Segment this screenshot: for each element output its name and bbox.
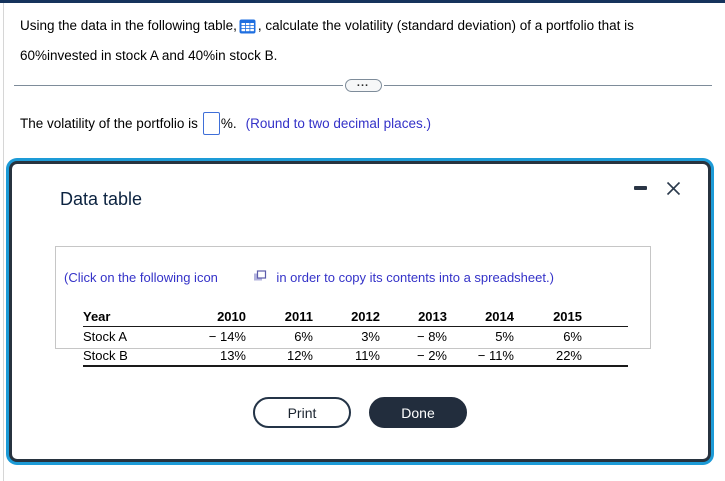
cell: 11% bbox=[313, 346, 380, 367]
rounding-hint: (Round to two decimal places.) bbox=[245, 116, 431, 131]
header-2012: 2012 bbox=[313, 307, 380, 327]
row-label-stock-b: Stock B bbox=[83, 346, 179, 367]
done-button[interactable]: Done bbox=[369, 397, 467, 428]
cell: 5% bbox=[495, 329, 514, 344]
ellipsis-toggle-button[interactable]: ... bbox=[344, 76, 382, 92]
header-year: Year bbox=[83, 307, 179, 327]
volatility-answer-input[interactable] bbox=[202, 112, 220, 135]
answer-text-before-input: The volatility of the portfolio is bbox=[20, 116, 198, 131]
dialog-title: Data table bbox=[60, 189, 143, 209]
copy-instruction-after-icon: in order to copy its contents into a spr… bbox=[272, 270, 554, 285]
header-2013: 2013 bbox=[380, 307, 447, 327]
cell: 6% bbox=[563, 329, 582, 344]
header-2010: 2010 bbox=[179, 307, 246, 327]
header-2011: 2011 bbox=[246, 307, 313, 327]
header-2014: 2014 bbox=[447, 307, 514, 327]
page-top-border bbox=[0, 0, 725, 3]
question-text-before-icon: Using the data in the following table, bbox=[20, 18, 237, 33]
cell: − 14% bbox=[208, 329, 246, 344]
copy-instruction-before-icon: (Click on the following icon bbox=[64, 270, 218, 285]
cell: 3% bbox=[361, 329, 380, 344]
answer-line: The volatility of the portfolio is %. (R… bbox=[20, 112, 712, 135]
cell: − 2% bbox=[380, 346, 447, 367]
table-header-row: Year 2010 2011 2012 2013 2014 2015 bbox=[83, 307, 628, 327]
cell: 13% bbox=[179, 346, 246, 367]
left-vertical-rule bbox=[3, 3, 4, 481]
question-text: Using the data in the following table,, … bbox=[20, 13, 712, 69]
table-icon[interactable] bbox=[239, 17, 256, 43]
divider-line-right bbox=[383, 84, 712, 86]
minimize-icon[interactable] bbox=[634, 178, 648, 198]
dialog-window-controls bbox=[634, 178, 682, 198]
data-table-panel: (Click on the following icon in order to… bbox=[55, 246, 651, 367]
data-table-dialog: Data table (Click on the following icon … bbox=[9, 161, 711, 462]
ellipsis-label: ... bbox=[356, 76, 370, 89]
divider-line-left bbox=[14, 84, 343, 86]
copy-to-spreadsheet-icon[interactable] bbox=[224, 255, 267, 300]
cell: − 11% bbox=[447, 346, 514, 367]
dialog-button-row: Print Done bbox=[12, 397, 708, 428]
table-row: Stock A − 14% 6% 3% − 8% 5% 6% bbox=[83, 327, 628, 347]
cell: 12% bbox=[246, 346, 313, 367]
row-label-stock-a: Stock A bbox=[83, 329, 128, 344]
cell: 6% bbox=[294, 329, 313, 344]
header-2015: 2015 bbox=[514, 307, 628, 327]
print-button[interactable]: Print bbox=[253, 397, 351, 428]
table-row: Stock B 13% 12% 11% − 2% − 11% 22% bbox=[83, 346, 628, 367]
close-icon[interactable] bbox=[664, 178, 682, 198]
question-text-after-icon: , calculate the volatility (standard dev… bbox=[20, 18, 634, 63]
answer-text-after-input: %. bbox=[220, 116, 237, 131]
returns-table: Year 2010 2011 2012 2013 2014 2015 Stock… bbox=[83, 307, 628, 367]
cell: − 8% bbox=[417, 329, 447, 344]
cell: 22% bbox=[514, 346, 628, 367]
copy-instruction: (Click on the following icon in order to… bbox=[64, 255, 642, 300]
section-divider: ... bbox=[14, 76, 712, 92]
